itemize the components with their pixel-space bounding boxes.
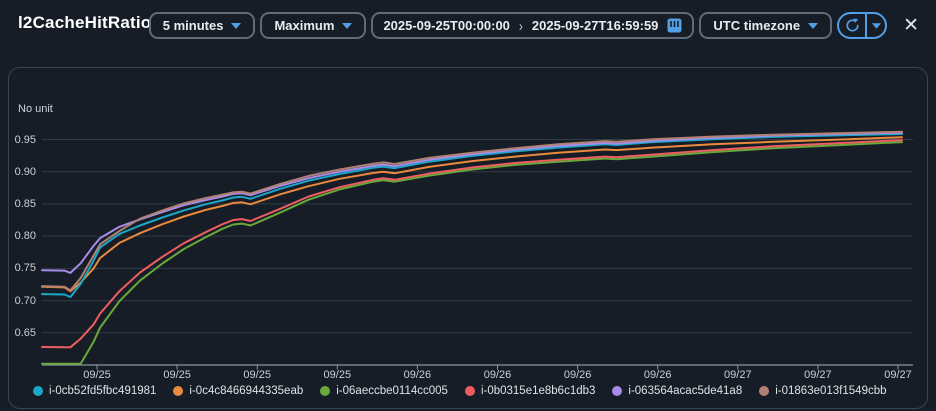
chart-legend: i-0cb52fd5fbc491981 i-0c4c8466944335eab i-… xyxy=(33,385,887,397)
legend-dot-icon xyxy=(173,386,184,396)
legend-label: i-01863e013f1549cbb xyxy=(775,385,887,397)
x-tick-label: 09/26 xyxy=(643,369,672,381)
legend-item[interactable]: i-0c4c8466944335eab xyxy=(173,385,303,397)
page-title: l2CacheHitRatio xyxy=(18,13,152,32)
close-button[interactable]: ✕ xyxy=(903,15,919,36)
y-tick-label: 0.80 xyxy=(14,230,36,243)
legend-label: i-06aeccbe0114cc005 xyxy=(336,385,448,397)
series-line-i-0b0315e1e8b6c1db3 xyxy=(41,139,903,349)
chevron-right-icon: › xyxy=(518,17,523,34)
x-tick-label: 09/26 xyxy=(563,369,592,381)
series-line-i-01863e013f1549cbb xyxy=(41,130,903,292)
x-tick-label: 09/25 xyxy=(83,369,111,381)
statistic-dropdown-label: Maximum xyxy=(274,18,335,33)
legend-dot-icon xyxy=(759,386,770,396)
y-tick-label: 0.65 xyxy=(14,326,36,339)
x-tick-label: 09/25 xyxy=(243,369,271,381)
date-range-end: 2025-09-27T16:59:59 xyxy=(531,18,659,33)
timezone-dropdown[interactable]: UTC timezone xyxy=(699,12,833,39)
caret-down-icon xyxy=(231,22,242,29)
series-line-i-06aeccbe0114cc005 xyxy=(41,141,903,365)
date-range-picker[interactable]: 2025-09-25T00:00:00 › 2025-09-27T16:59:5… xyxy=(371,12,695,39)
legend-label: i-0cb52fd5fbc491981 xyxy=(49,385,157,397)
x-tick-label: 09/25 xyxy=(163,369,191,381)
x-tick-label: 09/27 xyxy=(724,369,752,381)
legend-label: i-063564acac5de41a8 xyxy=(628,385,743,397)
caret-down-icon xyxy=(342,22,353,29)
y-tick-label: 0.75 xyxy=(14,262,36,275)
refresh-button[interactable] xyxy=(839,14,868,37)
legend-label: i-0c4c8466944335eab xyxy=(189,385,304,397)
y-axis-unit-label: No unit xyxy=(18,103,53,115)
period-dropdown[interactable]: 5 minutes xyxy=(148,12,256,39)
legend-dot-icon xyxy=(320,386,331,396)
y-tick-label: 0.90 xyxy=(14,165,36,178)
series-line-i-0c4c8466944335eab xyxy=(41,136,903,293)
legend-label: i-0b0315e1e8b6c1db3 xyxy=(480,385,596,397)
x-tick-label: 09/26 xyxy=(483,369,512,381)
x-tick-label: 09/26 xyxy=(403,369,432,381)
x-tick-label: 09/27 xyxy=(884,369,912,381)
legend-dot-icon xyxy=(464,386,475,396)
refresh-split-button xyxy=(837,12,888,39)
x-tick-label: 09/27 xyxy=(804,369,832,381)
legend-item[interactable]: i-06aeccbe0114cc005 xyxy=(320,385,448,397)
legend-dot-icon xyxy=(33,386,43,396)
x-tick-label: 09/25 xyxy=(323,369,352,381)
refresh-options-button[interactable] xyxy=(867,14,885,37)
legend-item[interactable]: i-0cb52fd5fbc491981 xyxy=(33,385,156,397)
series-line-i-0cb52fd5fbc491981 xyxy=(41,133,903,298)
statistic-dropdown[interactable]: Maximum xyxy=(260,12,367,39)
caret-down-icon xyxy=(871,22,881,29)
caret-down-icon xyxy=(808,22,819,29)
y-tick-label: 0.85 xyxy=(14,197,36,210)
legend-item[interactable]: i-01863e013f1549cbb xyxy=(759,385,887,397)
chart-controls: 5 minutes Maximum 2025-09-25T00:00:00 › … xyxy=(148,12,922,39)
series-line-i-063564acac5de41a8 xyxy=(41,131,903,274)
legend-item[interactable]: i-063564acac5de41a8 xyxy=(612,385,742,397)
timezone-dropdown-label: UTC timezone xyxy=(713,18,801,33)
legend-item[interactable]: i-0b0315e1e8b6c1db3 xyxy=(464,385,596,397)
date-range-start: 2025-09-25T00:00:00 xyxy=(383,18,510,33)
chart-panel xyxy=(8,67,928,409)
period-dropdown-label: 5 minutes xyxy=(162,18,224,33)
y-tick-label: 0.95 xyxy=(14,133,36,146)
calendar-icon xyxy=(667,18,682,33)
legend-dot-icon xyxy=(612,386,623,396)
y-tick-label: 0.70 xyxy=(14,294,36,307)
refresh-icon xyxy=(846,18,859,32)
